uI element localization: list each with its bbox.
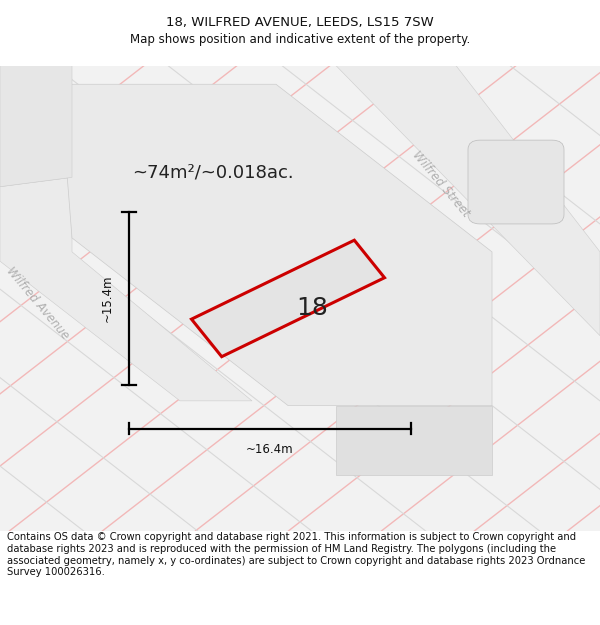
Text: Wilfred Street: Wilfred Street [410, 149, 472, 220]
FancyBboxPatch shape [468, 140, 564, 224]
Polygon shape [336, 406, 492, 476]
Polygon shape [0, 177, 252, 401]
Text: ~74m²/~0.018ac.: ~74m²/~0.018ac. [132, 164, 293, 182]
Polygon shape [60, 84, 492, 406]
Text: Wilfred Avenue: Wilfred Avenue [3, 264, 71, 342]
Polygon shape [191, 240, 385, 357]
Text: 18: 18 [296, 296, 328, 320]
Text: 18, WILFRED AVENUE, LEEDS, LS15 7SW: 18, WILFRED AVENUE, LEEDS, LS15 7SW [166, 16, 434, 29]
Text: Map shows position and indicative extent of the property.: Map shows position and indicative extent… [130, 33, 470, 46]
Text: ~16.4m: ~16.4m [246, 442, 294, 456]
Text: Contains OS data © Crown copyright and database right 2021. This information is : Contains OS data © Crown copyright and d… [7, 532, 586, 578]
Polygon shape [336, 66, 600, 336]
Polygon shape [0, 66, 72, 187]
Text: ~15.4m: ~15.4m [101, 275, 114, 322]
